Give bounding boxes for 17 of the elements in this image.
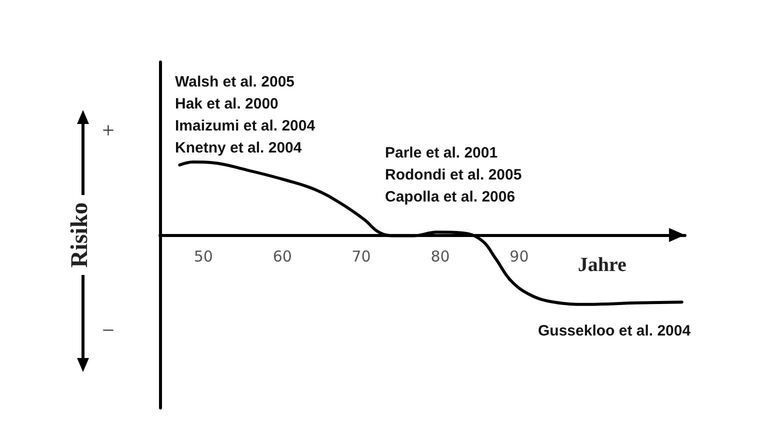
text: + (102, 118, 114, 142)
x-tick-label: 60 (272, 248, 292, 266)
annotation: Rodondi et al. 2005 (385, 166, 522, 184)
text: Gussekloo et al. 2004 (538, 322, 692, 340)
x-tick-label: 80 (430, 248, 450, 266)
text: Parle et al. 2001 (385, 144, 498, 162)
x-axis-title: Jahre (578, 254, 626, 276)
text: Imaizumi et al. 2004 (175, 118, 316, 134)
text: − (102, 318, 114, 342)
x-tick-label: 70 (352, 248, 371, 266)
x-tick-label: 50 (194, 248, 213, 266)
annotation: Capolla et al. 2006 (385, 188, 516, 206)
text: Hak et al. 2000 (175, 96, 278, 112)
text: Walsh et al. 2005 (175, 74, 295, 90)
y-axis-title: Risiko (67, 202, 93, 268)
x-tick-label: 90 (510, 248, 529, 266)
text: Knetny et al. 2004 (175, 140, 302, 156)
